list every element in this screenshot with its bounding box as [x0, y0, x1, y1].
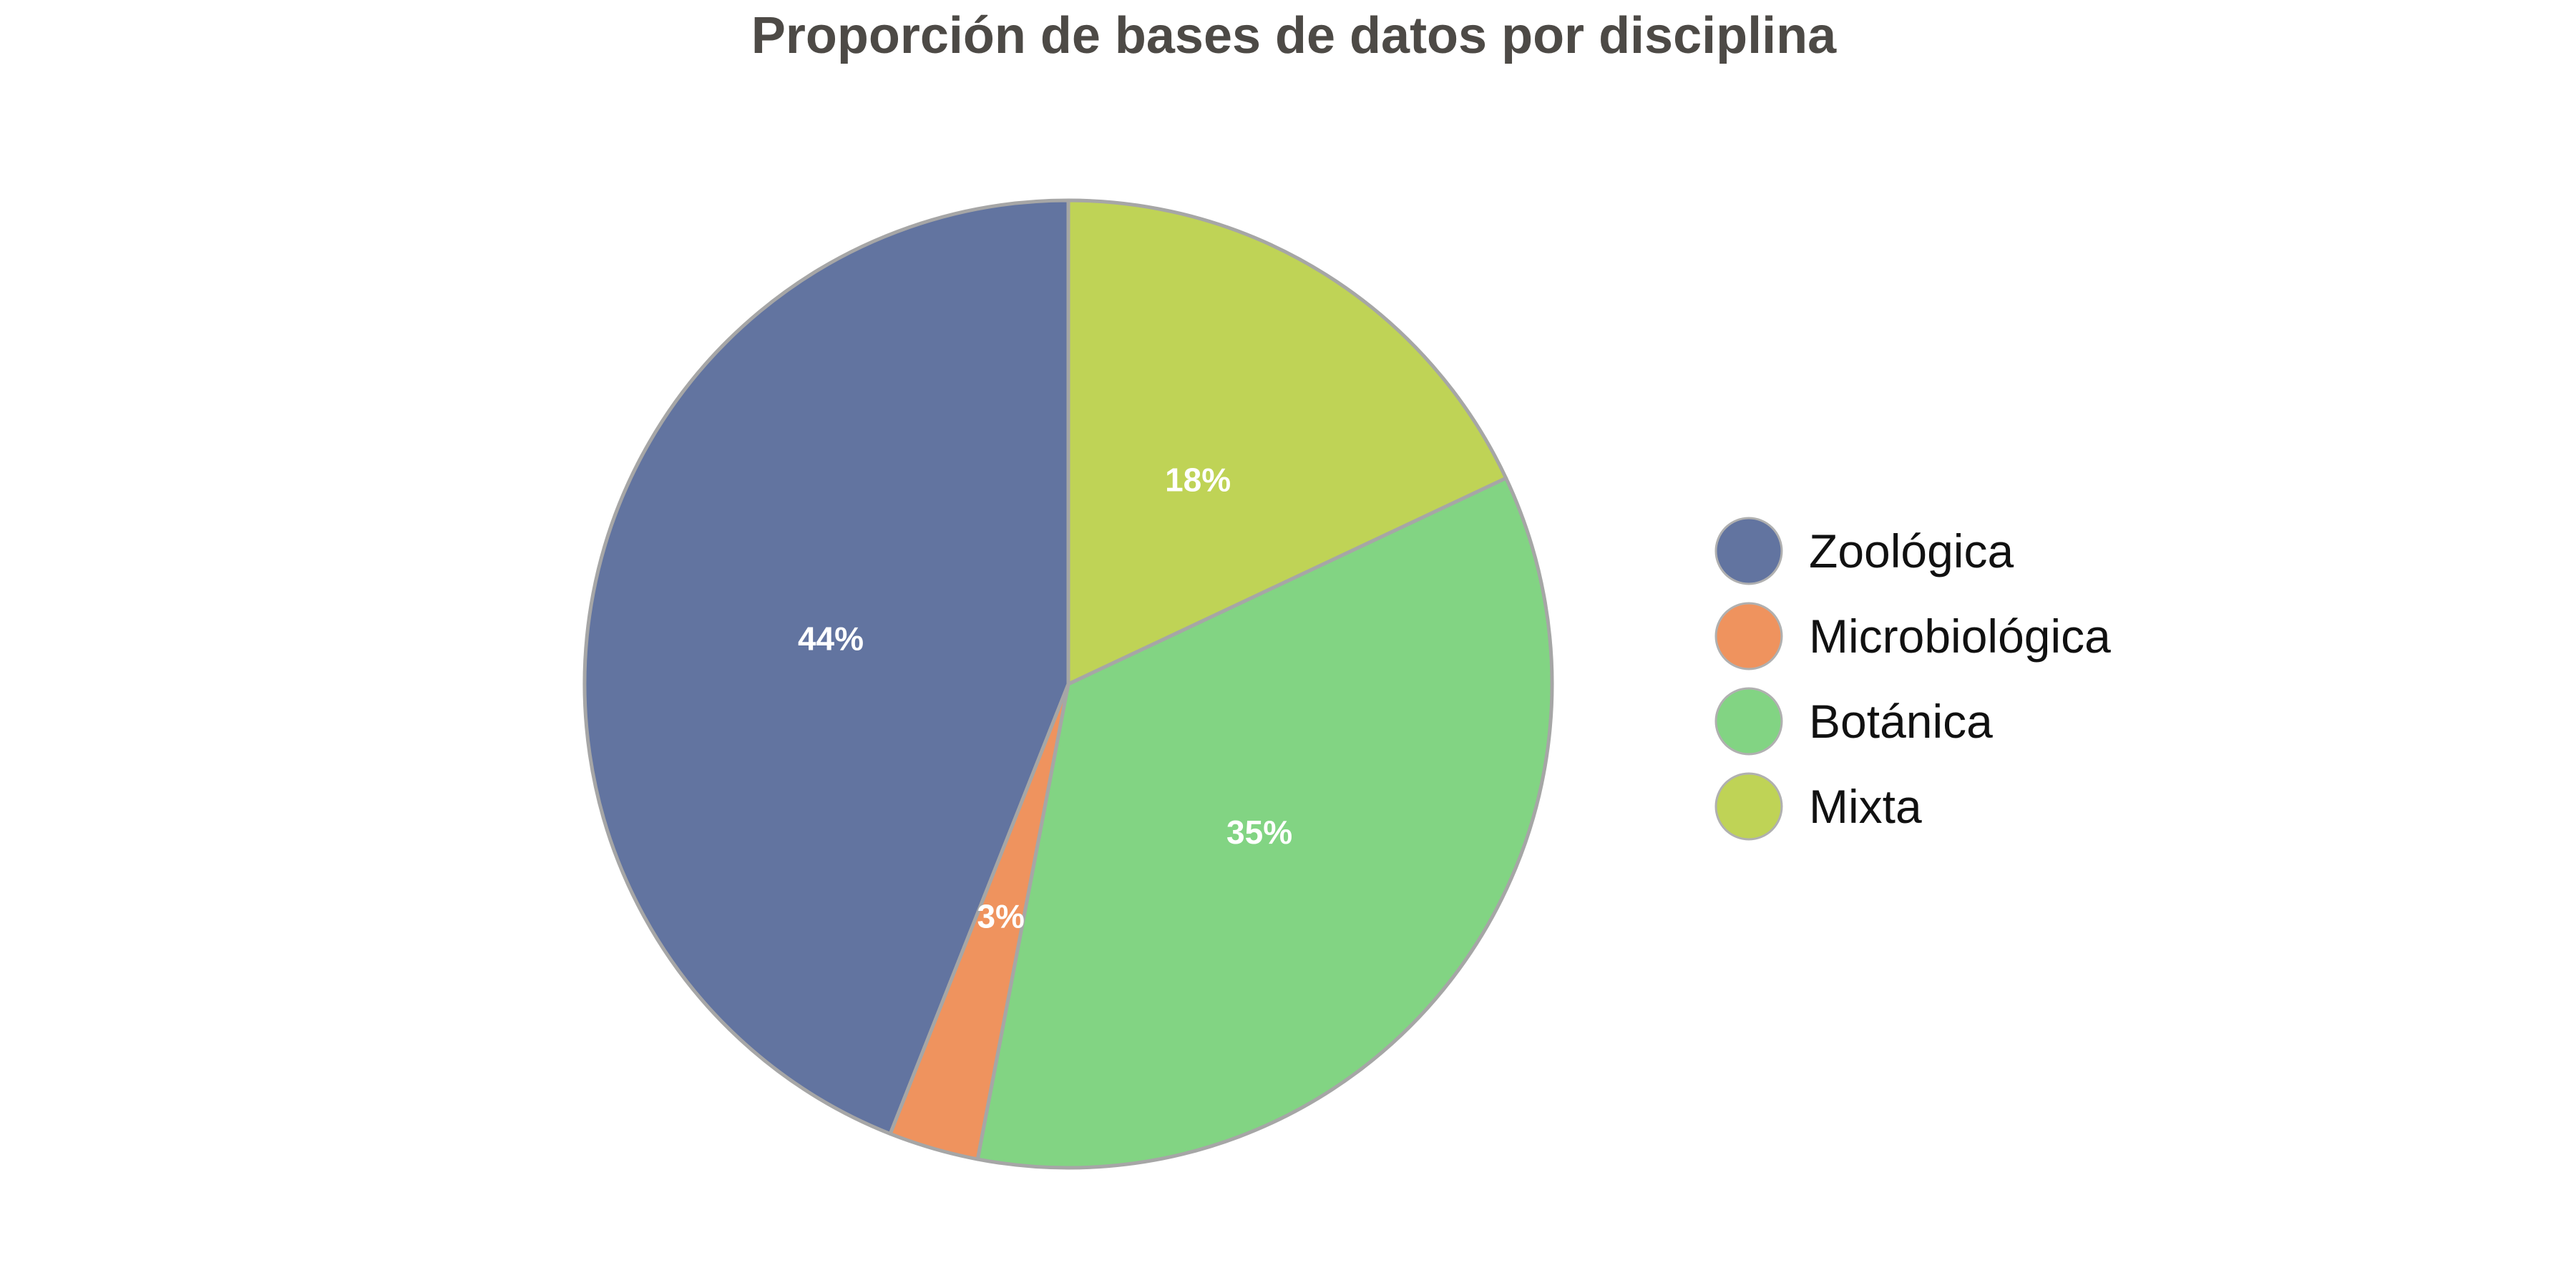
legend-marker-mixta	[1714, 772, 1783, 841]
chart-title: Proporción de bases de datos por discipl…	[751, 7, 1837, 64]
pie-slice-botanica	[975, 476, 1554, 1170]
pie-slice-labels: 44% 3% 35% 18%	[798, 462, 1292, 935]
slice-label-botanica: 35%	[1226, 814, 1292, 851]
legend-item-microbiologica: Microbiológica	[1714, 602, 2111, 670]
slice-label-microbiologica: 3%	[977, 898, 1024, 935]
legend-item-zoologica: Zoológica	[1714, 517, 2014, 585]
legend-label-microbiologica: Microbiológica	[1809, 610, 2111, 663]
legend-label-botanica: Botánica	[1809, 695, 1993, 748]
slice-label-zoologica: 44%	[798, 620, 864, 658]
legend-marker-botanica	[1714, 687, 1783, 756]
legend-item-botanica: Botánica	[1714, 687, 1993, 756]
legend-item-mixta: Mixta	[1714, 772, 1922, 841]
legend-label-zoologica: Zoológica	[1809, 525, 2014, 577]
legend-label-mixta: Mixta	[1809, 780, 1922, 833]
slice-label-mixta: 18%	[1165, 462, 1231, 499]
legend: Zoológica Microbiológica Botánica Mixta	[1714, 517, 2111, 841]
pie-slices	[582, 198, 1554, 1170]
pie-slice-mixta	[1066, 198, 1508, 686]
legend-marker-zoologica	[1714, 517, 1783, 585]
pie-slice-zoologica	[582, 198, 1070, 1136]
legend-marker-microbiologica	[1714, 602, 1783, 670]
